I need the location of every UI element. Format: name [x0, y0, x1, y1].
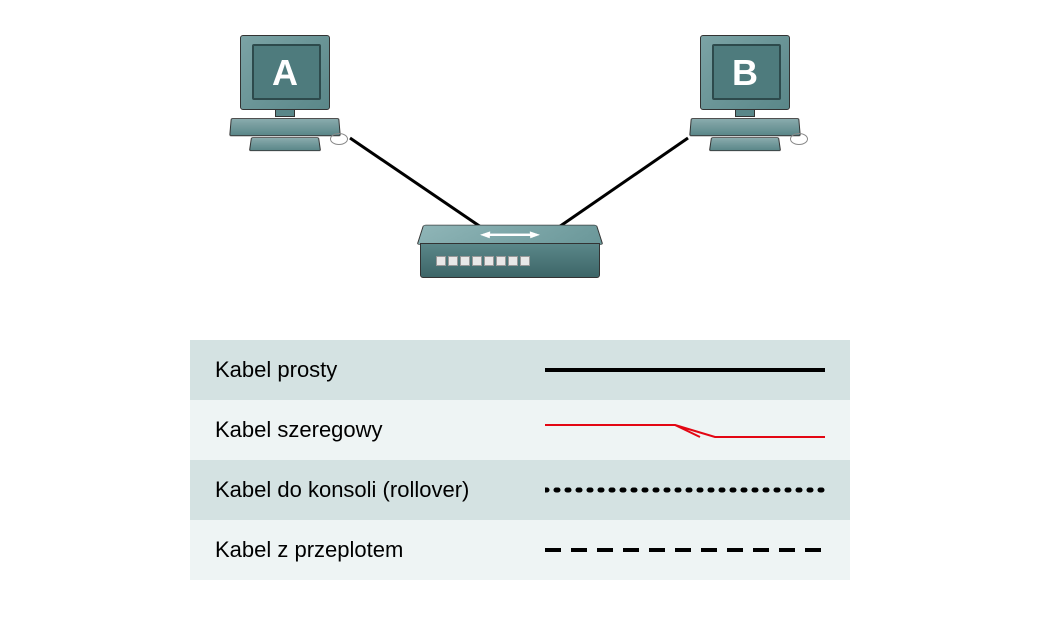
network-switch — [420, 225, 600, 295]
computer-a: A — [230, 35, 340, 145]
computer-b-base — [689, 118, 801, 136]
switch-port — [508, 256, 518, 266]
legend-row-straight: Kabel prosty — [190, 340, 850, 400]
cable-legend-table: Kabel prosty Kabel szeregowy Kabel do ko… — [190, 340, 850, 580]
computer-b-stand — [735, 109, 755, 117]
computer-a-base — [229, 118, 341, 136]
legend-label-console: Kabel do konsoli (rollover) — [215, 477, 545, 503]
switch-front — [420, 243, 600, 278]
computer-a-mouse — [330, 133, 348, 145]
legend-row-crossover: Kabel z przeplotem — [190, 520, 850, 580]
computer-a-stand — [275, 109, 295, 117]
computer-b: B — [690, 35, 800, 145]
switch-port — [520, 256, 530, 266]
switch-port — [484, 256, 494, 266]
switch-port — [460, 256, 470, 266]
switch-port — [448, 256, 458, 266]
switch-arrow-icon — [480, 231, 541, 238]
legend-sample-serial — [545, 415, 825, 445]
computer-b-keyboard — [709, 137, 781, 151]
legend-row-serial: Kabel szeregowy — [190, 400, 850, 460]
legend-label-straight: Kabel prosty — [215, 357, 545, 383]
switch-top — [417, 225, 604, 245]
switch-port — [472, 256, 482, 266]
switch-port — [496, 256, 506, 266]
legend-sample-console — [545, 475, 825, 505]
computer-b-mouse — [790, 133, 808, 145]
computer-a-label: A — [272, 52, 298, 94]
legend-row-console: Kabel do konsoli (rollover) — [190, 460, 850, 520]
computer-b-label: B — [732, 52, 758, 94]
computer-b-monitor: B — [700, 35, 790, 110]
network-diagram-container: A B — [0, 0, 1041, 625]
legend-sample-straight — [545, 355, 825, 385]
legend-label-serial: Kabel szeregowy — [215, 417, 545, 443]
switch-port — [436, 256, 446, 266]
computer-a-monitor: A — [240, 35, 330, 110]
topology-area: A B — [0, 0, 1041, 330]
computer-a-keyboard — [249, 137, 321, 151]
legend-sample-crossover — [545, 535, 825, 565]
legend-label-crossover: Kabel z przeplotem — [215, 537, 545, 563]
